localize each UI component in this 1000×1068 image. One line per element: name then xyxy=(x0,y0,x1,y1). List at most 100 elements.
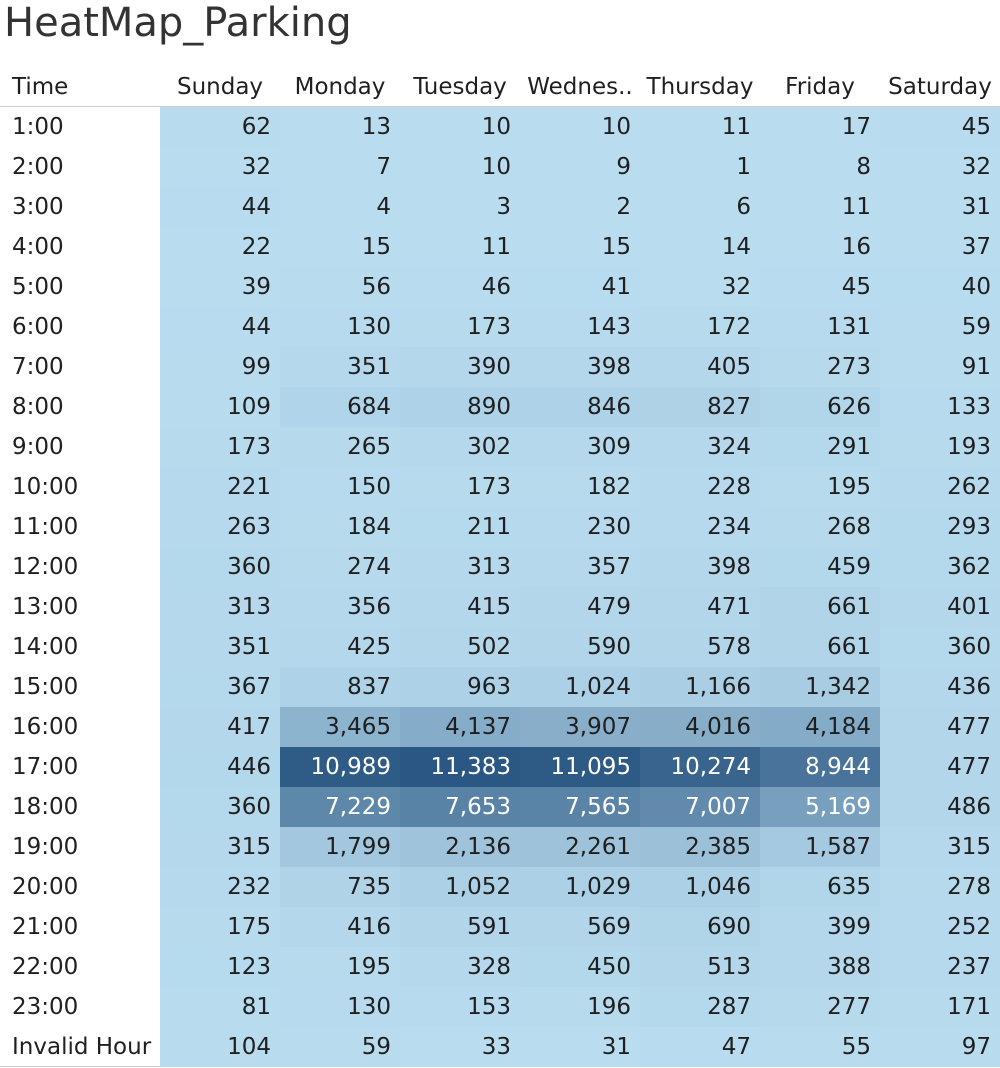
row-label: 13:00 xyxy=(12,594,79,620)
heatmap-cell: 41 xyxy=(520,267,640,307)
heatmap-cell: 234 xyxy=(640,507,760,547)
row-label: 9:00 xyxy=(12,434,64,460)
row-label: 12:00 xyxy=(12,554,79,580)
heatmap-cell: 31 xyxy=(880,187,1000,227)
heatmap-cell: 827 xyxy=(640,387,760,427)
heatmap-cell: 390 xyxy=(400,347,520,387)
heatmap-cell: 2,136 xyxy=(400,827,520,867)
heatmap-cell: 360 xyxy=(160,547,280,587)
heatmap-cell: 99 xyxy=(160,347,280,387)
row-label: 16:00 xyxy=(12,714,79,740)
heatmap-cell: 193 xyxy=(880,427,1000,467)
heatmap-cell: 11 xyxy=(400,227,520,267)
heatmap-cell: 9 xyxy=(520,147,640,187)
heatmap-cell: 309 xyxy=(520,427,640,467)
heatmap-cell: 172 xyxy=(640,307,760,347)
heatmap-cell: 7,007 xyxy=(640,787,760,827)
heatmap-cell: 635 xyxy=(760,867,880,907)
row-label: 10:00 xyxy=(12,474,79,500)
heatmap-cell: 10,989 xyxy=(280,747,400,787)
heatmap-cell: 7,229 xyxy=(280,787,400,827)
row-label: 11:00 xyxy=(12,514,79,540)
heatmap-cell: 5,169 xyxy=(760,787,880,827)
heatmap-cell: 890 xyxy=(400,387,520,427)
row-label: 20:00 xyxy=(12,874,79,900)
row-header-label: Time xyxy=(12,74,69,100)
heatmap-cell: 45 xyxy=(760,267,880,307)
heatmap-cell: 4 xyxy=(280,187,400,227)
heatmap-cell: 173 xyxy=(160,427,280,467)
heatmap-cell: 31 xyxy=(520,1027,640,1067)
heatmap-cell: 153 xyxy=(400,987,520,1027)
heatmap-cell: 91 xyxy=(880,347,1000,387)
heatmap-cell: 62 xyxy=(160,107,280,147)
heatmap-cell: 486 xyxy=(880,787,1000,827)
row-label: 15:00 xyxy=(12,674,79,700)
heatmap-cell: 131 xyxy=(760,307,880,347)
row-label: Invalid Hour xyxy=(12,1034,152,1060)
heatmap-cell: 502 xyxy=(400,627,520,667)
heatmap-cell: 1,166 xyxy=(640,667,760,707)
heatmap-cell: 81 xyxy=(160,987,280,1027)
heatmap-cell: 684 xyxy=(280,387,400,427)
heatmap-cell: 3 xyxy=(400,187,520,227)
row-label: 22:00 xyxy=(12,954,79,980)
column-header: Tuesday xyxy=(413,74,507,100)
heatmap-cell: 277 xyxy=(760,987,880,1027)
heatmap-cell: 171 xyxy=(880,987,1000,1027)
heatmap-cell: 963 xyxy=(400,667,520,707)
heatmap-cell: 109 xyxy=(160,387,280,427)
heatmap-cell: 590 xyxy=(520,627,640,667)
heatmap-cell: 195 xyxy=(760,467,880,507)
heatmap-cell: 351 xyxy=(280,347,400,387)
heatmap-cell: 237 xyxy=(880,947,1000,987)
heatmap-cell: 591 xyxy=(400,907,520,947)
column-header: Monday xyxy=(294,74,386,100)
heatmap-cell: 459 xyxy=(760,547,880,587)
heatmap-cell: 278 xyxy=(880,867,1000,907)
row-label: 1:00 xyxy=(12,114,64,140)
heatmap-cell: 7,653 xyxy=(400,787,520,827)
heatmap-cell: 1,799 xyxy=(280,827,400,867)
heatmap-cell: 196 xyxy=(520,987,640,1027)
heatmap-cell: 578 xyxy=(640,627,760,667)
row-label: 6:00 xyxy=(12,314,64,340)
heatmap-cell: 690 xyxy=(640,907,760,947)
heatmap-cell: 569 xyxy=(520,907,640,947)
column-header: Friday xyxy=(785,74,855,100)
heatmap-cell: 357 xyxy=(520,547,640,587)
heatmap-cell: 416 xyxy=(280,907,400,947)
heatmap-cell: 446 xyxy=(160,747,280,787)
heatmap-cell: 39 xyxy=(160,267,280,307)
row-label: 4:00 xyxy=(12,234,64,260)
heatmap-cell: 45 xyxy=(880,107,1000,147)
heatmap-cell: 37 xyxy=(880,227,1000,267)
heatmap-cell: 59 xyxy=(280,1027,400,1067)
heatmap-cell: 6 xyxy=(640,187,760,227)
heatmap-cell: 268 xyxy=(760,507,880,547)
heatmap-cell: 44 xyxy=(160,187,280,227)
heatmap-cell: 425 xyxy=(280,627,400,667)
heatmap-cell: 97 xyxy=(880,1027,1000,1067)
row-label: 19:00 xyxy=(12,834,79,860)
heatmap-cell: 513 xyxy=(640,947,760,987)
heatmap-cell: 367 xyxy=(160,667,280,707)
heatmap-cell: 2,261 xyxy=(520,827,640,867)
heatmap-cell: 17 xyxy=(760,107,880,147)
row-label: 3:00 xyxy=(12,194,64,220)
heatmap-cell: 14 xyxy=(640,227,760,267)
heatmap-cell: 324 xyxy=(640,427,760,467)
heatmap-cell: 143 xyxy=(520,307,640,347)
row-label: 2:00 xyxy=(12,154,64,180)
heatmap-cell: 360 xyxy=(160,787,280,827)
heatmap-cell: 315 xyxy=(160,827,280,867)
heatmap-cell: 211 xyxy=(400,507,520,547)
heatmap-cell: 4,184 xyxy=(760,707,880,747)
heatmap-cell: 626 xyxy=(760,387,880,427)
heatmap-cell: 313 xyxy=(400,547,520,587)
heatmap-cell: 10,274 xyxy=(640,747,760,787)
heatmap-cell: 471 xyxy=(640,587,760,627)
heatmap-cell: 1,029 xyxy=(520,867,640,907)
heatmap-cell: 273 xyxy=(760,347,880,387)
row-label: 7:00 xyxy=(12,354,64,380)
